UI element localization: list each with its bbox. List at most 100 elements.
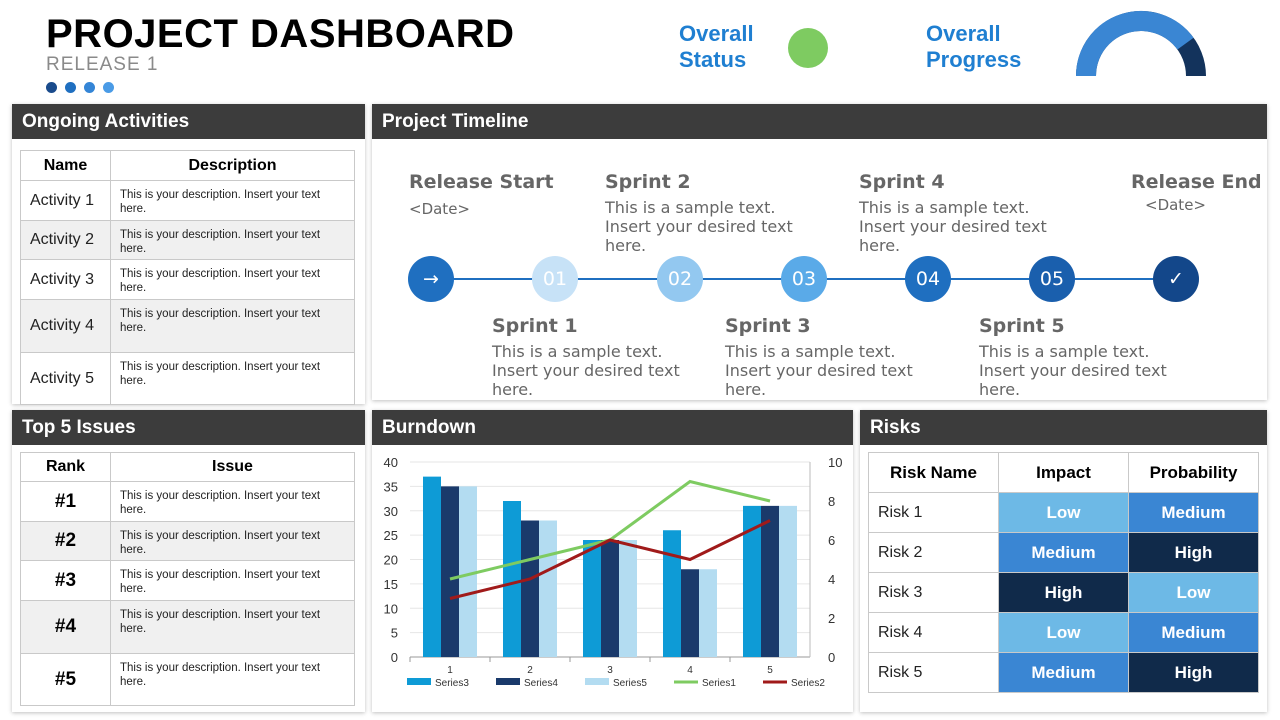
- risk-name: Risk 5: [868, 652, 999, 693]
- activities-table: Name Description Activity 1 This is your…: [20, 150, 355, 405]
- sprint-title: Sprint 2: [605, 171, 691, 193]
- table-row: Activity 1 This is your description. Ins…: [20, 180, 355, 221]
- bar-series5: [619, 540, 637, 657]
- legend-swatch: [496, 678, 520, 685]
- bar-series4: [521, 520, 539, 657]
- column-header: Impact: [998, 452, 1129, 493]
- table-row: Activity 4 This is your description. Ins…: [20, 299, 355, 353]
- y2-tick-label: 2: [828, 611, 835, 626]
- table-row: #1 This is your description. Insert your…: [20, 481, 355, 522]
- legend-label: Series5: [613, 678, 647, 689]
- check-icon: ✓: [1153, 256, 1199, 302]
- sprint-title: Sprint 4: [859, 171, 945, 193]
- issue-description: This is your description. Insert your te…: [110, 600, 355, 654]
- sprint-text: This is a sample text. Insert your desir…: [725, 342, 913, 399]
- sprint-title: Sprint 5: [979, 315, 1065, 337]
- bar-series5: [779, 505, 797, 657]
- sprint-text: This is a sample text. Insert your desir…: [492, 342, 680, 399]
- risks-table: Risk Name Impact Probability Risk 1 Low …: [868, 452, 1259, 693]
- table-row: Risk 5 Medium High: [868, 652, 1259, 693]
- activity-name: Activity 5: [20, 352, 111, 405]
- probability-cell: Low: [1128, 572, 1259, 613]
- progress-gauge: [1076, 11, 1206, 77]
- y-tick-label: 35: [384, 479, 398, 494]
- bar-series5: [539, 520, 557, 657]
- table-row: #5 This is your description. Insert your…: [20, 653, 355, 706]
- table-row: #4 This is your description. Insert your…: [20, 600, 355, 654]
- impact-cell: Medium: [998, 652, 1129, 693]
- sprint-text: This is a sample text. Insert your desir…: [979, 342, 1167, 399]
- risk-name: Risk 2: [868, 532, 999, 573]
- project-timeline-panel: Project Timeline Release Start <Date> Sp…: [372, 104, 1267, 400]
- column-header: Name: [20, 150, 111, 181]
- issue-rank: #2: [20, 521, 111, 561]
- sprint-text: This is a sample text. Insert your desir…: [859, 198, 1047, 255]
- x-tick-label: 1: [447, 665, 453, 676]
- bar-series3: [743, 505, 761, 657]
- activity-description: This is your description. Insert your te…: [110, 180, 355, 221]
- indicator-dot: [103, 82, 114, 93]
- impact-cell: Low: [998, 612, 1129, 653]
- issue-description: This is your description. Insert your te…: [110, 481, 355, 522]
- column-header: Probability: [1128, 452, 1259, 493]
- panel-title: Burndown: [372, 410, 853, 445]
- bar-series3: [583, 540, 601, 657]
- y-tick-label: 0: [391, 650, 398, 665]
- x-tick-label: 3: [607, 665, 613, 676]
- legend-label: Series4: [524, 678, 558, 689]
- release-end-date: <Date>: [1145, 196, 1206, 214]
- issue-rank: #5: [20, 653, 111, 706]
- release-subtitle: RELEASE 1: [46, 54, 159, 75]
- y-tick-label: 5: [391, 626, 398, 641]
- arrow-right-icon: →: [408, 256, 454, 302]
- column-header: Rank: [20, 452, 111, 482]
- y2-tick-label: 6: [828, 533, 835, 548]
- panel-title: Ongoing Activities: [12, 104, 365, 139]
- y-tick-label: 40: [384, 455, 398, 470]
- x-tick-label: 2: [527, 665, 533, 676]
- y-tick-label: 30: [384, 504, 398, 519]
- risk-name: Risk 3: [868, 572, 999, 613]
- probability-cell: High: [1128, 652, 1259, 693]
- indicator-dot: [65, 82, 76, 93]
- table-row: #2 This is your description. Insert your…: [20, 521, 355, 561]
- issue-description: This is your description. Insert your te…: [110, 653, 355, 706]
- x-tick-label: 4: [687, 665, 693, 676]
- x-tick-label: 5: [767, 665, 773, 676]
- timeline-node-05: 05: [1029, 256, 1075, 302]
- y2-tick-label: 4: [828, 572, 835, 587]
- activity-description: This is your description. Insert your te…: [110, 220, 355, 260]
- sprint-title: Sprint 1: [492, 315, 578, 337]
- line-series2: [449, 519, 771, 600]
- release-start-date: <Date>: [409, 200, 470, 218]
- timeline-node-02: 02: [657, 256, 703, 302]
- bar-series5: [459, 486, 477, 657]
- legend-label: Series2: [791, 678, 825, 689]
- table-row: #3 This is your description. Insert your…: [20, 560, 355, 601]
- impact-cell: High: [998, 572, 1129, 613]
- y2-tick-label: 8: [828, 494, 835, 509]
- bar-series5: [699, 569, 717, 657]
- ongoing-activities-panel: Ongoing Activities Name Description Acti…: [12, 104, 365, 405]
- top-issues-panel: Top 5 Issues Rank Issue #1 This is your …: [12, 410, 365, 712]
- indicator-dot: [84, 82, 95, 93]
- sprint-text: This is a sample text. Insert your desir…: [605, 198, 793, 255]
- issue-description: This is your description. Insert your te…: [110, 521, 355, 561]
- activity-name: Activity 2: [20, 220, 111, 260]
- y-tick-label: 25: [384, 528, 398, 543]
- bar-series4: [681, 569, 699, 657]
- y2-tick-label: 10: [828, 455, 842, 470]
- page-title: PROJECT DASHBOARD: [46, 12, 515, 56]
- burndown-panel: Burndown 0 5 10 15 20 25 30 35 40 0 2 4 6 8 10 1 2 3 4 5 Ser…: [372, 410, 853, 712]
- panel-title: Risks: [860, 410, 1267, 445]
- table-row: Risk 2 Medium High: [868, 532, 1259, 573]
- activity-name: Activity 1: [20, 180, 111, 221]
- impact-cell: Medium: [998, 532, 1129, 573]
- legend-label: Series1: [702, 678, 736, 689]
- issue-rank: #4: [20, 600, 111, 654]
- release-start-title: Release Start: [409, 171, 554, 193]
- legend-swatch: [585, 678, 609, 685]
- timeline-node-01: 01: [532, 256, 578, 302]
- activity-name: Activity 3: [20, 259, 111, 300]
